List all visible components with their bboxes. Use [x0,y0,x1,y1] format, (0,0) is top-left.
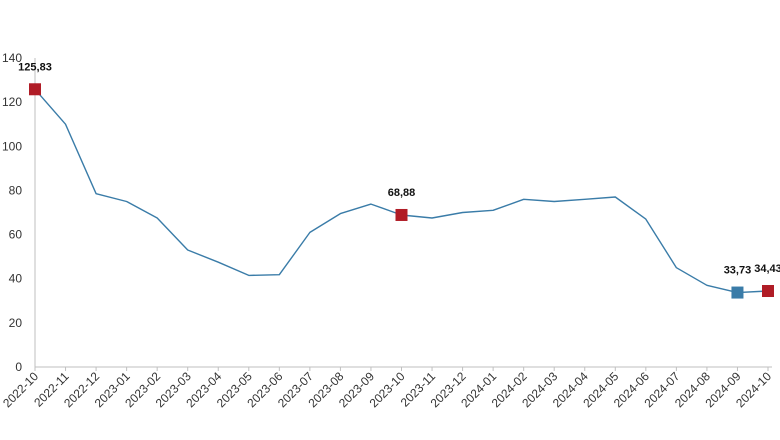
y-tick-labels: 0 20 40 60 80 100 120 140 [2,51,22,374]
data-point-marker [29,83,41,96]
y-tick-label: 120 [2,95,22,109]
markers-group [29,83,774,299]
y-tick-label: 40 [9,272,23,286]
data-label: 125,83 [18,61,52,73]
data-point-marker [731,286,744,299]
data-point-marker [762,285,774,298]
y-tick-label: 60 [9,228,23,242]
y-tick-label: 80 [9,183,23,197]
y-tick-label: 0 [15,360,22,374]
y-tick-label: 20 [9,316,23,330]
data-label: 33,73 [724,265,752,277]
data-labels-group: 125,83 68,88 33,73 34,43 [18,61,780,276]
y-tick-label: 140 [2,51,22,65]
data-point-marker [395,208,408,221]
y-tick-label: 100 [2,139,22,153]
data-label: 68,88 [388,187,416,199]
data-label: 34,43 [754,263,780,275]
axes [34,58,772,371]
x-tick-labels: 2022-102022-112022-122023-012023-022023-… [0,369,774,410]
